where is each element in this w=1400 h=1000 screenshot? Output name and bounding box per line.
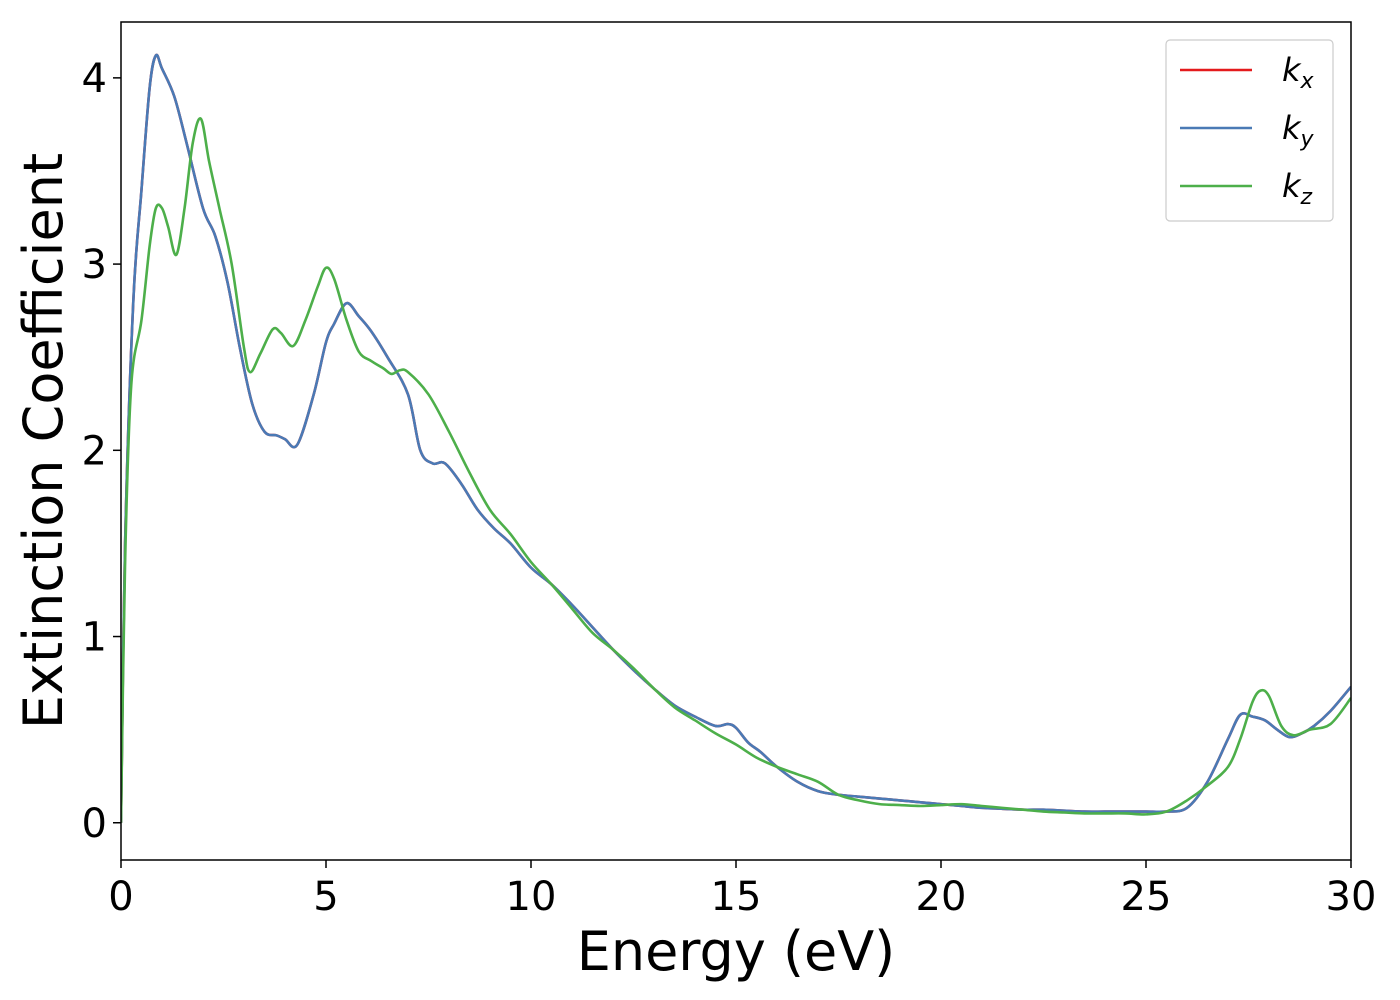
y-tick-label: 1 [82,615,107,661]
legend-label-k-z: kz [1282,167,1313,210]
y-tick-label: 3 [82,242,107,288]
legend-box [1165,39,1334,222]
x-tick-label: 25 [1121,874,1172,920]
legend: kx ky kz [1165,39,1334,222]
series-line-k-y [121,53,1351,823]
legend-label-k-y: ky [1282,109,1315,152]
x-axis-ticks: 0 5 10 15 20 25 30 [108,860,1376,920]
x-tick-label: 10 [506,874,557,920]
y-axis-ticks: 0 1 2 3 4 [82,56,121,847]
x-tick-label: 0 [108,874,133,920]
x-tick-label: 20 [916,874,967,920]
x-tick-label: 30 [1326,874,1377,920]
x-tick-label: 15 [711,874,762,920]
y-tick-label: 2 [82,428,107,474]
x-axis-label: Energy (eV) [577,920,896,983]
legend-label-k-x: kx [1282,51,1315,94]
y-tick-label: 0 [82,801,107,847]
y-axis-label: Extinction Coefficient [12,153,75,729]
x-tick-label: 5 [313,874,338,920]
series-line-k-z [121,117,1351,823]
plot-lines [121,53,1351,823]
y-tick-label: 4 [82,56,107,102]
